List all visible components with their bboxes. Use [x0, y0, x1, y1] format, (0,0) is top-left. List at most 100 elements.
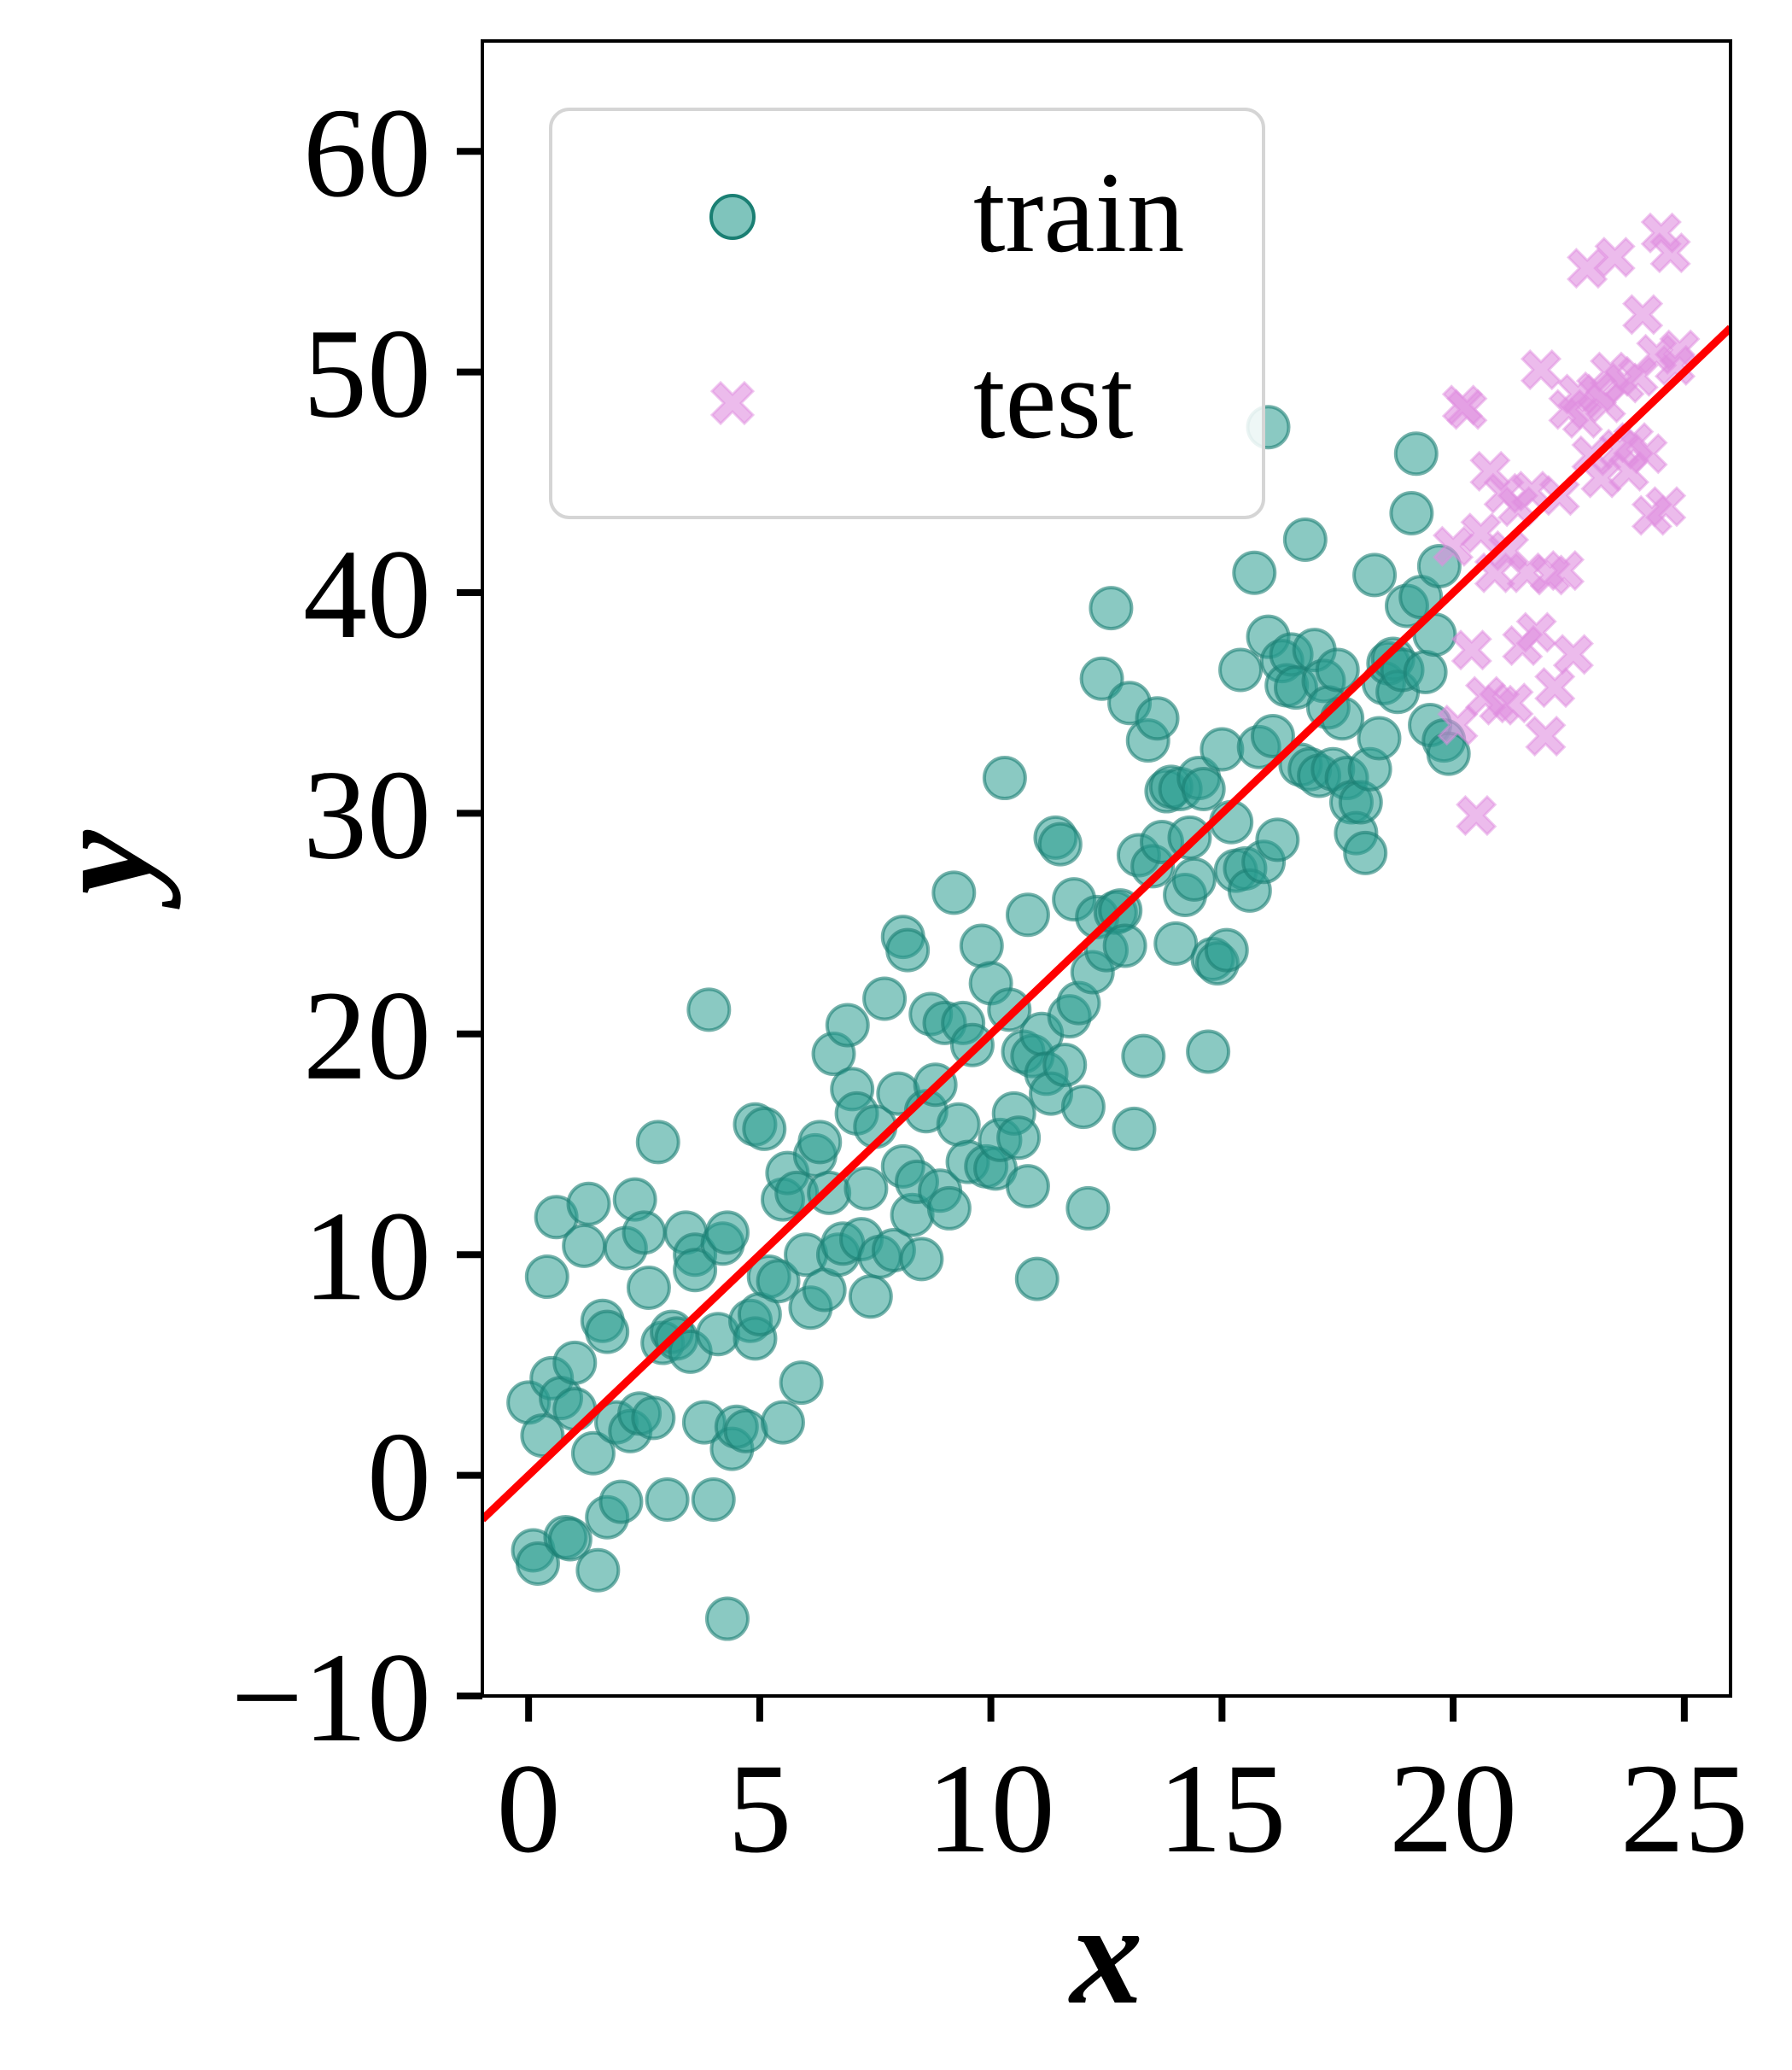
train-point	[1352, 553, 1398, 598]
train-point	[1200, 727, 1245, 772]
train-point	[635, 1120, 680, 1165]
train-point	[949, 1022, 995, 1067]
train-point	[926, 1185, 972, 1231]
train-point	[723, 1408, 768, 1453]
train-point	[1014, 1256, 1059, 1301]
x-axis: 0 5 10 15 20 25	[497, 1696, 1748, 1880]
fit-line	[482, 325, 1731, 1523]
train-point	[1320, 696, 1365, 741]
train-point	[1315, 647, 1360, 693]
train-point	[1153, 921, 1199, 966]
y-tick-label: 60	[303, 82, 431, 224]
train-point	[1403, 650, 1448, 695]
train-point	[1065, 1185, 1111, 1231]
test-point	[1567, 248, 1608, 289]
test-point	[1552, 634, 1595, 675]
train-point	[552, 1340, 598, 1385]
train-point	[562, 1223, 607, 1268]
legend-test-marker	[709, 380, 756, 426]
train-point	[515, 1541, 560, 1586]
train-point	[626, 1265, 671, 1310]
legend: train test	[549, 108, 1265, 519]
train-point	[1135, 696, 1180, 741]
train-point	[843, 1166, 889, 1211]
y-tick-label: 40	[303, 523, 431, 665]
train-point	[987, 987, 1032, 1032]
test-point	[1543, 550, 1585, 592]
train-point	[1250, 713, 1295, 758]
train-point	[598, 1479, 644, 1524]
train-point	[959, 923, 1004, 968]
train-point	[848, 1274, 893, 1319]
train-point	[760, 1400, 805, 1445]
test-point	[1446, 389, 1488, 430]
train-point	[704, 1596, 750, 1641]
test-point	[1621, 294, 1664, 336]
legend-test-cross	[709, 380, 756, 426]
train-point	[570, 1430, 616, 1476]
train-point	[982, 756, 1027, 801]
y-tick-label: 10	[303, 1185, 431, 1327]
train-point	[1389, 490, 1434, 535]
train-point	[524, 1254, 569, 1300]
train-point	[1282, 517, 1328, 562]
train-point	[885, 927, 931, 973]
train-point	[585, 1309, 630, 1354]
train-point	[691, 1477, 736, 1523]
train-point	[520, 1413, 565, 1459]
x-tick-label: 25	[1620, 1738, 1748, 1880]
test-point	[1520, 348, 1562, 391]
test-point	[1432, 525, 1474, 567]
train-point	[1042, 1042, 1088, 1087]
test-point	[1645, 486, 1687, 528]
train-point	[547, 1517, 592, 1562]
test-point	[1515, 611, 1557, 653]
y-tick-label: −10	[231, 1627, 431, 1769]
test-point	[1437, 704, 1479, 746]
train-point	[899, 1237, 944, 1282]
train-point	[1112, 1106, 1157, 1151]
plot-frame	[481, 39, 1732, 1698]
y-tick-label: 30	[303, 744, 431, 886]
train-point	[673, 1248, 718, 1293]
x-tick-label: 0	[497, 1738, 561, 1880]
fit-line-layer	[482, 325, 1731, 1523]
legend-test-label: test	[973, 336, 1133, 463]
train-point	[1060, 1085, 1106, 1130]
train-point	[1343, 830, 1388, 875]
legend-train-label: train	[973, 149, 1184, 277]
test-point	[1594, 237, 1636, 278]
train-point	[1232, 550, 1277, 595]
train-point	[1171, 857, 1217, 902]
train-point	[1079, 656, 1124, 701]
test-point	[1451, 629, 1492, 671]
train-point	[1089, 586, 1134, 631]
y-axis-title: y	[20, 830, 181, 910]
data-points	[506, 212, 1701, 1641]
y-tick-label: 20	[303, 965, 431, 1107]
train-point	[1181, 766, 1226, 811]
train-point	[825, 1003, 870, 1048]
train-point	[779, 1360, 824, 1406]
train-point	[1037, 822, 1083, 867]
train-point	[996, 1115, 1042, 1161]
train-point	[1005, 1164, 1050, 1209]
train-point	[566, 1181, 611, 1226]
train-point	[1393, 431, 1439, 477]
train-point	[1121, 1033, 1166, 1079]
y-axis: −10 0 10 20 30 40 50 60	[231, 82, 482, 1769]
train-point	[1005, 892, 1050, 938]
x-tick-label: 20	[1389, 1738, 1517, 1880]
legend-train-marker	[709, 194, 756, 240]
test-point	[1649, 231, 1691, 274]
train-point	[756, 1259, 801, 1304]
train-point	[1167, 815, 1212, 860]
train-point	[862, 976, 908, 1021]
train-point	[1218, 647, 1264, 693]
train-point	[704, 1210, 750, 1255]
train-point	[622, 1210, 667, 1255]
test-point	[1525, 715, 1567, 757]
x-tick-label: 15	[1158, 1738, 1286, 1880]
test-point	[1534, 666, 1576, 709]
